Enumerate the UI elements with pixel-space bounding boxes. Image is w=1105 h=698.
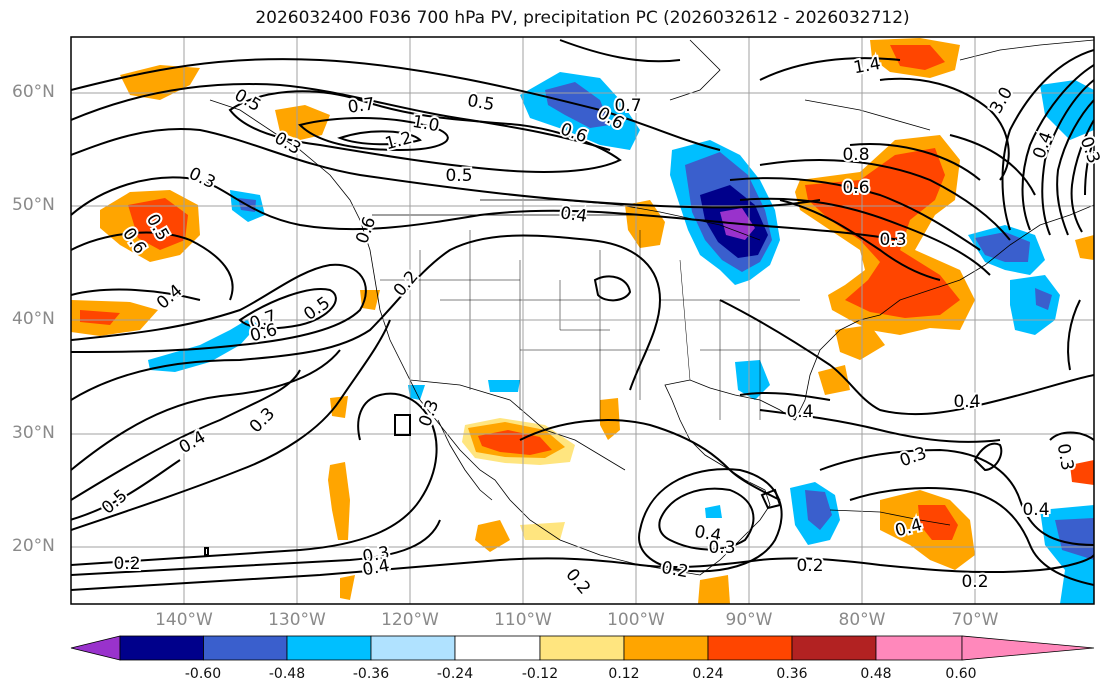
contour-label: 0.6 — [352, 214, 380, 246]
colorbar-label: 0.60 — [945, 666, 977, 682]
contour-label: 0.5 — [466, 91, 496, 115]
contour-label: 0.2 — [961, 572, 988, 592]
colorbar-segment — [370, 635, 456, 661]
latitude-label: 30°N — [12, 423, 55, 443]
latitude-label: 40°N — [12, 309, 55, 329]
contour-label: 0.5 — [98, 486, 132, 519]
contour-label: 0.3 — [897, 443, 929, 471]
contour-label: 1.0 — [411, 112, 441, 136]
colorbar-segment — [203, 635, 288, 661]
colorbar-segment — [961, 635, 1095, 661]
colorbar — [70, 635, 1095, 661]
precip-shading — [71, 38, 1094, 604]
contour-label: 0.3 — [708, 538, 735, 558]
contour-label: 0.4 — [153, 281, 187, 314]
contour-label: 0.3 — [186, 164, 219, 194]
map-title: 2026032400 F036 700 hPa PV, precipitatio… — [255, 8, 910, 28]
colorbar-segment — [454, 635, 541, 661]
colorbar-label: -0.24 — [436, 666, 474, 682]
colorbar-label: -0.48 — [268, 666, 306, 682]
longitude-label: 90°W — [725, 610, 773, 630]
colorbar-label: 0.36 — [776, 666, 808, 682]
colorbar-segment — [539, 635, 625, 661]
contour-label: 0.3 — [1053, 442, 1077, 472]
contour-label: 0.7 — [614, 96, 641, 116]
longitude-label: 130°W — [268, 610, 326, 630]
contour-label: 0.4 — [559, 203, 589, 227]
contour-label: 0.2 — [660, 558, 690, 582]
contour-label: 0.2 — [561, 565, 594, 599]
contour-label: 0.3 — [415, 397, 443, 429]
contour-label: 0.2 — [113, 554, 140, 574]
colorbar-segment — [791, 635, 877, 661]
contour-label: 0.7 — [347, 94, 377, 118]
contour-label: 0.2 — [796, 556, 823, 576]
longitude-label: 140°W — [155, 610, 213, 630]
colorbar-label: 0.24 — [692, 666, 724, 682]
colorbar-segment — [623, 635, 709, 661]
colorbar-segment — [875, 635, 963, 661]
longitude-label: 110°W — [494, 610, 552, 630]
contour-label: 0.4 — [176, 427, 209, 458]
colorbar-label: -0.60 — [184, 666, 222, 682]
contour-label: 0.4 — [361, 556, 391, 580]
map-frame — [70, 36, 1095, 605]
longitude-label: 80°W — [838, 610, 886, 630]
contour-label: 0.4 — [1029, 129, 1057, 161]
longitude-label: 100°W — [607, 610, 665, 630]
contour-label: 0.8 — [842, 145, 869, 165]
longitude-label: 120°W — [381, 610, 439, 630]
colorbar-label: -0.36 — [352, 666, 390, 682]
colorbar-segment — [70, 635, 121, 661]
contour-label: 0.4 — [953, 392, 980, 412]
contour-label: 0.3 — [246, 404, 279, 437]
contour-label: 0.5 — [231, 85, 264, 116]
contour-label: 0.4 — [1022, 500, 1049, 520]
pv-contours — [71, 39, 1094, 591]
contour-label: 0.5 — [445, 166, 472, 186]
latitude-label: 50°N — [12, 195, 55, 215]
latitude-label: 20°N — [12, 536, 55, 556]
colorbar-label: 0.48 — [860, 666, 892, 682]
colorbar-segment — [119, 635, 204, 661]
contour-label: 0.6 — [842, 178, 869, 198]
colorbar-label: 0.12 — [608, 666, 640, 682]
contour-label: 0.4 — [786, 402, 813, 422]
contour-label: 0.3 — [1076, 134, 1104, 166]
contour-label: 0.2 — [390, 267, 423, 301]
contour-label: 0.3 — [879, 230, 906, 250]
colorbar-label: -0.12 — [521, 666, 559, 682]
contour-label: 1.4 — [852, 54, 882, 78]
colorbar-segment — [707, 635, 793, 661]
longitude-label: 70°W — [951, 610, 999, 630]
latitude-label: 60°N — [12, 82, 55, 102]
colorbar-segment — [286, 635, 372, 661]
state-borders — [380, 230, 820, 420]
